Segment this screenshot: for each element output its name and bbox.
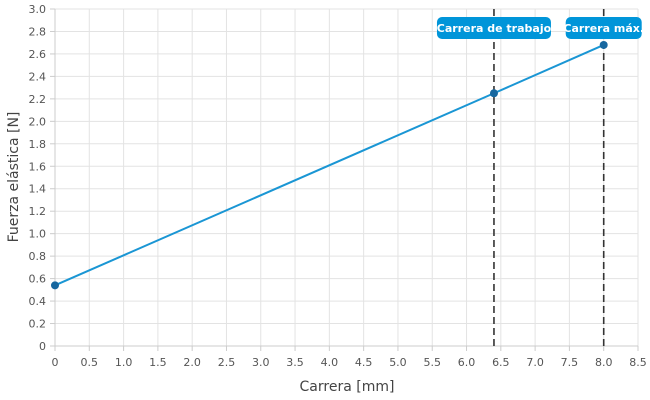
data-point [489, 89, 498, 98]
x-tick-label: 7.0 [526, 356, 544, 369]
x-tick-label: 2.0 [183, 356, 201, 369]
y-tick-label: 0.8 [29, 250, 47, 263]
data-point [599, 40, 608, 49]
y-tick-label: 2.0 [29, 115, 47, 128]
marker-lines [493, 9, 605, 346]
callout-box [565, 17, 642, 39]
x-tick-label: 1.0 [115, 356, 133, 369]
x-tick-label: 0 [52, 356, 59, 369]
callout-label: Carrera de trabajo [437, 22, 552, 35]
data-point [51, 281, 59, 290]
y-tick-label: 1.8 [29, 138, 47, 151]
x-tick-label: 4.5 [355, 356, 373, 369]
y-tick-label: 0 [39, 340, 46, 353]
y-tick-label: 2.6 [29, 48, 47, 61]
y-tick-label: 1.2 [29, 205, 47, 218]
y-axis-title: Fuerza elástica [N] [6, 112, 22, 243]
x-tick-label: 2.5 [218, 356, 236, 369]
y-tick-label: 2.4 [29, 70, 47, 83]
x-tick-label: 6.5 [492, 356, 510, 369]
y-axis-ticks: 0 0.2 0.4 0.6 0.8 1.0 1.2 1.4 1.6 1.8 2.0 2.2 2.4 2.6… [29, 3, 55, 353]
x-axis-title: Carrera [mm] [300, 379, 395, 395]
y-tick-label: 1.0 [29, 228, 47, 241]
marker-callout: Carrera máx. [563, 17, 644, 39]
x-tick-label: 1.5 [149, 356, 167, 369]
marker-callout: Carrera de trabajo [437, 17, 552, 39]
x-tick-label: 3.5 [286, 356, 304, 369]
x-tick-label: 7.5 [561, 356, 579, 369]
x-tick-label: 6.0 [458, 356, 476, 369]
x-tick-label: 5.5 [423, 356, 441, 369]
chart-grid [54, 8, 639, 347]
y-tick-label: 2.8 [29, 25, 47, 38]
callout-label: Carrera máx. [563, 22, 644, 35]
x-tick-label: 5.0 [389, 356, 407, 369]
y-tick-label: 0.4 [29, 295, 47, 308]
y-tick-label: 0.2 [29, 318, 47, 331]
x-tick-label: 8.5 [629, 356, 647, 369]
y-tick-label: 2.2 [29, 93, 47, 106]
x-tick-label: 3.0 [252, 356, 270, 369]
data-series [51, 40, 608, 290]
y-tick-label: 3.0 [29, 3, 47, 16]
y-tick-label: 1.6 [29, 160, 47, 173]
callout-box [436, 17, 551, 39]
x-tick-label: 0.5 [81, 356, 99, 369]
x-tick-label: 8.0 [595, 356, 613, 369]
marker-callouts: Carrera de trabajo Carrera máx. [437, 17, 644, 39]
x-axis-ticks: 0 0.5 1.0 1.5 2.0 2.5 3.0 3.5 4.0 4.5 5.0 5.5 6.0 6.5… [52, 346, 647, 369]
y-tick-label: 0.6 [29, 273, 47, 286]
y-tick-label: 1.4 [29, 183, 47, 196]
x-tick-label: 4.0 [321, 356, 339, 369]
